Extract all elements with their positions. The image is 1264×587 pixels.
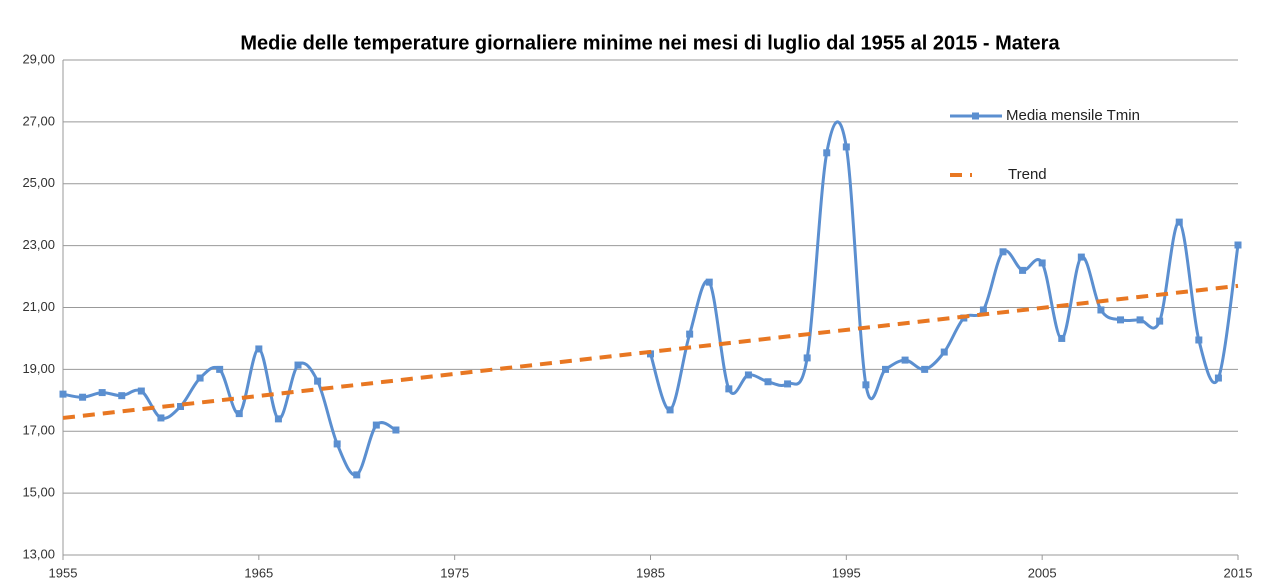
data-point (1195, 336, 1203, 344)
x-tick-label: 1975 (440, 565, 469, 580)
legend-label: Trend (1008, 166, 1047, 183)
data-point (333, 440, 341, 448)
data-point (157, 414, 165, 422)
data-point (196, 374, 204, 382)
data-point (314, 377, 322, 385)
data-point (1077, 253, 1085, 261)
data-point (921, 365, 929, 373)
data-point (1175, 218, 1183, 226)
data-point (803, 354, 811, 362)
legend-marker (972, 112, 979, 120)
data-point (666, 406, 674, 414)
y-tick-label: 25,00 (22, 175, 55, 190)
y-tick-label: 17,00 (22, 423, 55, 438)
data-point (1234, 241, 1242, 249)
y-tick-label: 21,00 (22, 299, 55, 314)
chart-title: Medie delle temperature giornaliere mini… (240, 32, 1060, 54)
x-tick-label: 2005 (1028, 565, 1057, 580)
data-point (216, 365, 224, 373)
x-tick-label: 1955 (49, 565, 78, 580)
data-point (705, 278, 713, 286)
data-point (98, 389, 106, 397)
data-point (999, 248, 1007, 256)
y-tick-label: 15,00 (22, 485, 55, 500)
data-point (823, 149, 831, 157)
data-point (1136, 316, 1144, 324)
data-point (353, 471, 361, 479)
x-tick-label: 1995 (832, 565, 861, 580)
data-point (1019, 266, 1027, 274)
y-tick-label: 19,00 (22, 361, 55, 376)
data-point (274, 415, 282, 423)
trend-line (62, 283, 1239, 420)
data-point (255, 345, 263, 353)
data-point (784, 380, 792, 388)
x-tick-label: 2015 (1224, 565, 1253, 580)
data-point (1214, 374, 1222, 382)
y-tick-label: 29,00 (22, 51, 55, 66)
data-point (1117, 316, 1124, 324)
data-point (372, 421, 380, 429)
data-point (177, 403, 184, 410)
data-point (1156, 317, 1164, 325)
data-line (649, 120, 1240, 412)
data-point (725, 385, 733, 393)
data-point (764, 378, 772, 386)
data-point (392, 426, 400, 434)
data-point (294, 361, 302, 369)
y-tick-label: 27,00 (22, 113, 55, 128)
x-tick-label: 1985 (636, 565, 665, 580)
data-point (940, 348, 948, 356)
data-point (1097, 306, 1105, 314)
data-point (1038, 259, 1046, 267)
data-point (882, 365, 889, 373)
data-point (842, 143, 850, 151)
data-point (59, 390, 67, 398)
y-tick-label: 23,00 (22, 237, 55, 252)
data-point (1058, 334, 1066, 342)
data-point (686, 330, 694, 338)
x-tick-label: 1965 (244, 565, 273, 580)
data-point (979, 306, 987, 314)
data-point (118, 392, 126, 400)
data-point (901, 356, 909, 364)
y-tick-label: 13,00 (22, 546, 55, 561)
data-point (862, 381, 870, 389)
legend-label: Media mensile Tmin (1006, 107, 1140, 124)
data-point (79, 393, 87, 401)
data-point (744, 371, 752, 379)
data-point (235, 410, 243, 418)
data-point (137, 387, 145, 395)
